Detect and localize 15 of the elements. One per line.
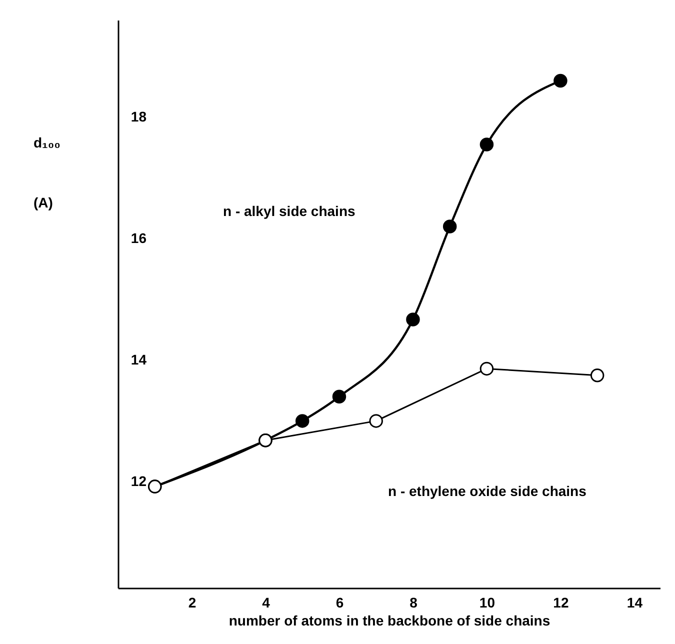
x-tick-label: 2 [188,594,196,610]
annotation: n - ethylene oxide side chains [388,483,587,499]
x-tick-label: 12 [553,594,569,610]
x-tick-label: 4 [262,594,270,610]
x-tick-label: 14 [626,594,643,610]
annotation: n - alkyl side chains [223,203,356,219]
y-tick-label: 12 [130,473,147,490]
y-tick-label: 16 [130,230,147,246]
x-tick-label: 6 [336,594,344,610]
x-tick-label: 10 [479,594,496,610]
y-tick-label: 14 [130,352,147,368]
text: d₁₀₀ (A) [34,134,60,210]
y-tick-label: 18 [130,108,147,125]
x-axis-title: number of atoms in the backbone of side chains [228,612,550,628]
x-tick-label: 8 [410,594,418,610]
